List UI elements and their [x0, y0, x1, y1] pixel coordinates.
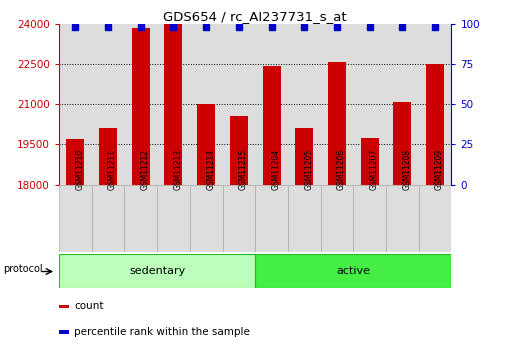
- Bar: [223, 24, 255, 185]
- Text: GSM11210: GSM11210: [75, 149, 84, 190]
- Bar: [255, 254, 451, 288]
- Text: GSM11209: GSM11209: [435, 149, 444, 190]
- Bar: [190, 185, 223, 252]
- Bar: [263, 66, 281, 185]
- Text: GSM11206: GSM11206: [337, 149, 346, 190]
- Bar: [295, 128, 313, 185]
- Bar: [361, 138, 379, 185]
- Bar: [92, 185, 125, 252]
- Bar: [328, 61, 346, 185]
- Text: percentile rank within the sample: percentile rank within the sample: [74, 327, 250, 337]
- Bar: [353, 24, 386, 185]
- Bar: [230, 116, 248, 185]
- Bar: [223, 185, 255, 252]
- Bar: [255, 24, 288, 185]
- Bar: [66, 139, 84, 185]
- Bar: [288, 24, 321, 185]
- Text: GSM11212: GSM11212: [141, 149, 150, 190]
- Bar: [353, 185, 386, 252]
- Text: active: active: [337, 266, 370, 276]
- Text: GSM11215: GSM11215: [239, 149, 248, 190]
- Bar: [190, 24, 223, 185]
- Bar: [124, 185, 157, 252]
- Text: count: count: [74, 302, 104, 312]
- Text: GSM11205: GSM11205: [304, 149, 313, 190]
- Bar: [59, 254, 255, 288]
- Text: GSM11214: GSM11214: [206, 149, 215, 190]
- Text: GSM11211: GSM11211: [108, 149, 117, 190]
- Bar: [419, 185, 451, 252]
- Bar: [321, 24, 353, 185]
- Bar: [419, 24, 451, 185]
- Text: GSM11204: GSM11204: [271, 149, 281, 190]
- Bar: [59, 305, 69, 308]
- Bar: [165, 24, 183, 185]
- Bar: [197, 104, 215, 185]
- Text: GSM11213: GSM11213: [173, 149, 183, 190]
- Bar: [59, 24, 92, 185]
- Bar: [157, 24, 190, 185]
- Bar: [321, 185, 353, 252]
- Bar: [157, 185, 190, 252]
- Bar: [59, 185, 92, 252]
- Text: sedentary: sedentary: [129, 266, 185, 276]
- Bar: [386, 185, 419, 252]
- Bar: [92, 24, 124, 185]
- Title: GDS654 / rc_AI237731_s_at: GDS654 / rc_AI237731_s_at: [164, 10, 347, 23]
- Text: GSM11208: GSM11208: [402, 149, 411, 190]
- Bar: [99, 128, 117, 185]
- Bar: [124, 24, 157, 185]
- Bar: [255, 185, 288, 252]
- Bar: [393, 102, 411, 185]
- Bar: [386, 24, 419, 185]
- Bar: [132, 28, 150, 185]
- Text: protocol: protocol: [3, 264, 43, 274]
- Bar: [426, 64, 444, 185]
- Text: GSM11207: GSM11207: [370, 149, 379, 190]
- Bar: [59, 330, 69, 334]
- Bar: [288, 185, 321, 252]
